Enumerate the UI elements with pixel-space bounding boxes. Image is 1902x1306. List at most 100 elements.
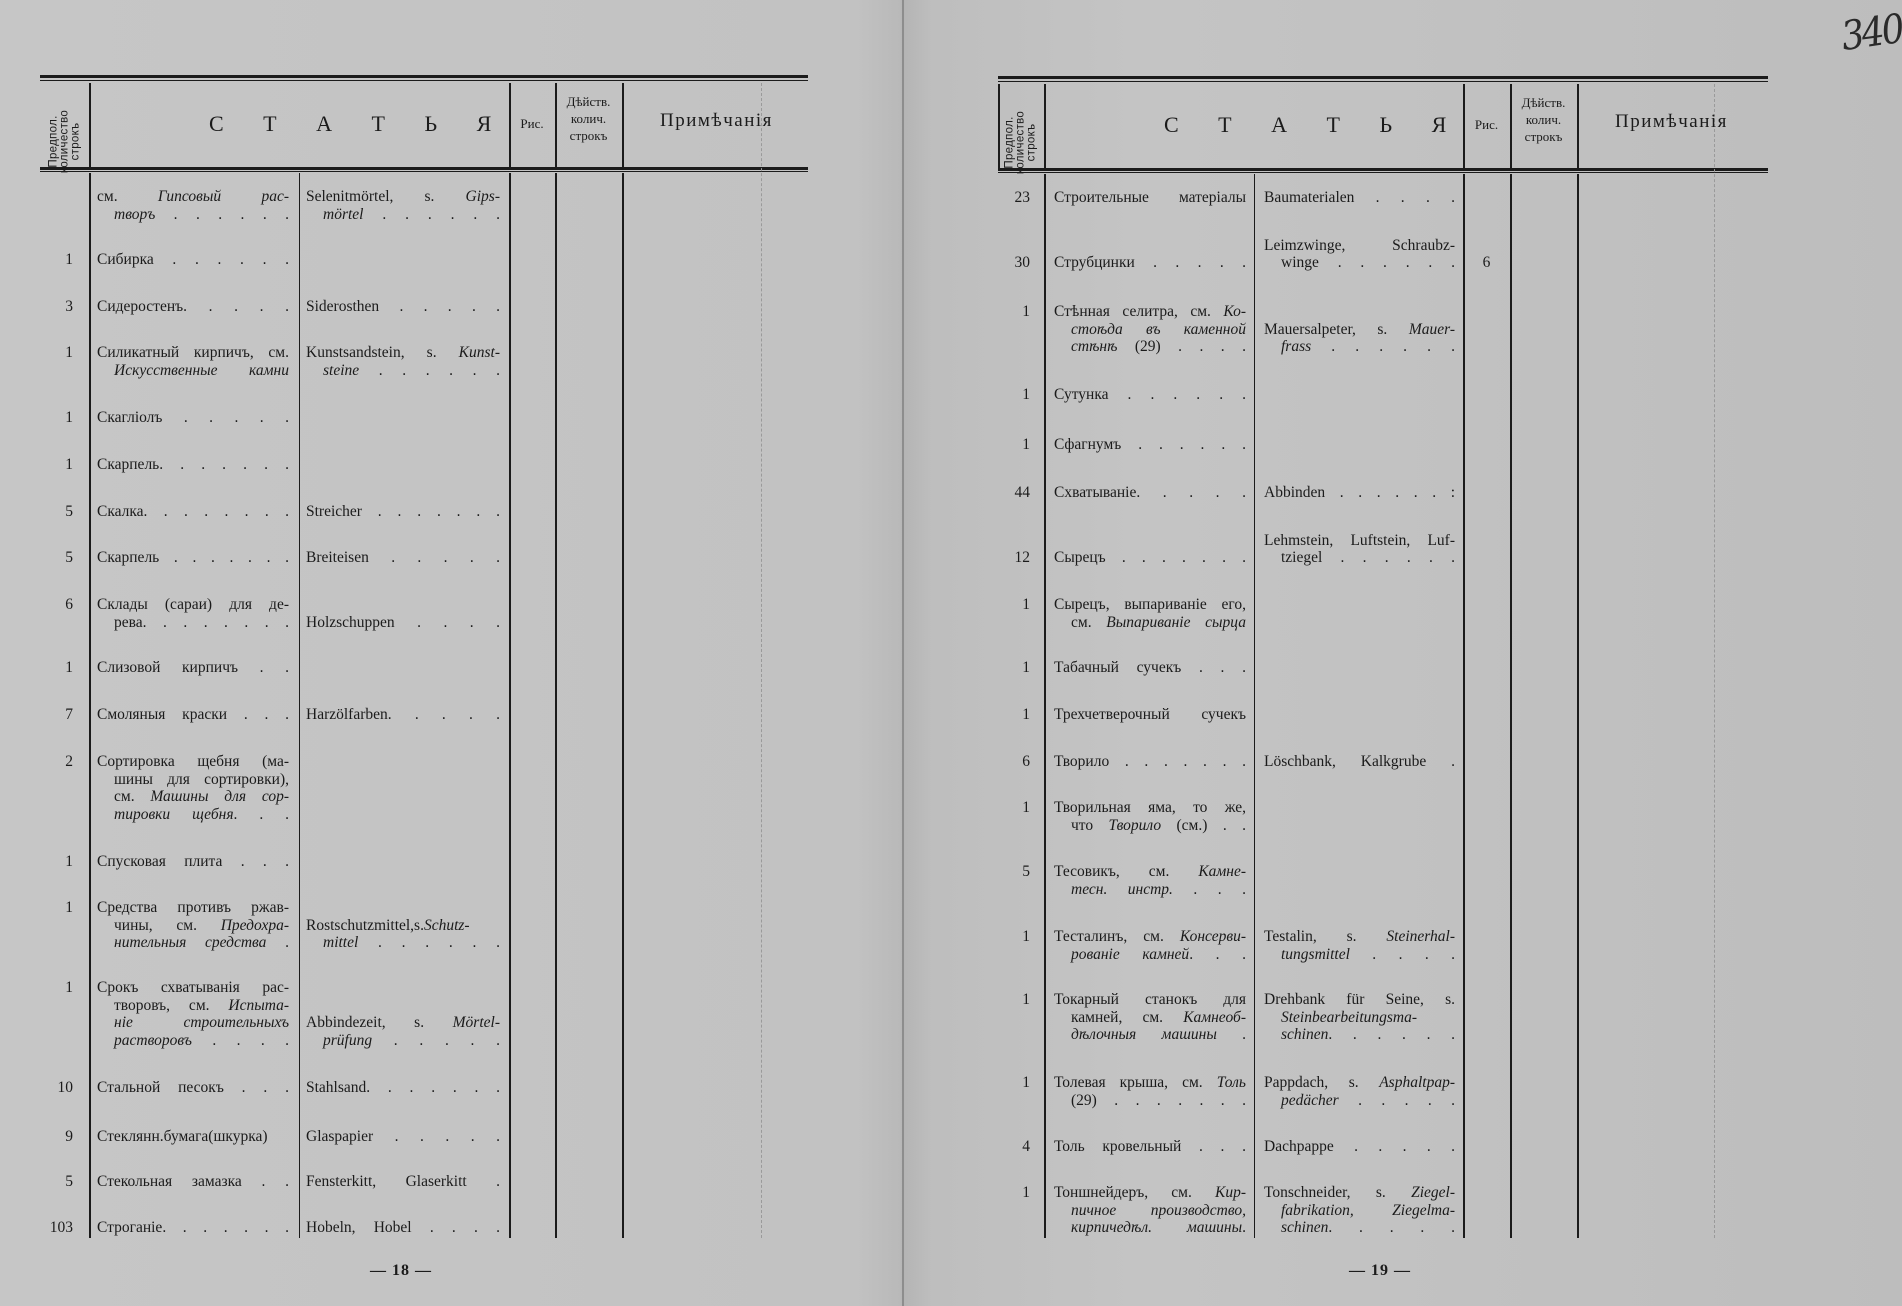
text-line: Hobeln, Hobel . . . . bbox=[306, 1219, 500, 1237]
entry-text: Hobeln, Hobel . . . . bbox=[306, 1219, 500, 1236]
entry-text: что bbox=[1071, 816, 1109, 834]
entry-text: . . . . . bbox=[1328, 1219, 1455, 1236]
russian-term: Сырецъ . . . . . . . bbox=[1054, 549, 1246, 567]
table-row: 44 Схватываніе. . . . . Abbinden . . . . .… bbox=[904, 484, 1902, 501]
text-line: Тесталинъ, см. Консерви- bbox=[1054, 928, 1246, 946]
estimated-line-count: 1 bbox=[65, 456, 73, 473]
text-line: стѣнѣ (29) . . . . bbox=[1071, 338, 1246, 356]
entry-text: Lehmstein, Luftstein, Luf- bbox=[1264, 531, 1455, 549]
russian-term: Слизовой кирпичъ . . bbox=[97, 659, 289, 677]
entry-text: см. bbox=[114, 788, 151, 805]
entry-text: Творило . . . . . . . bbox=[1054, 753, 1246, 770]
top-rule-thin bbox=[40, 80, 808, 81]
table-row: 1 Толевая крыша, см. Толь (29) . . . . . .… bbox=[904, 1074, 1902, 1109]
entry-text: Сырецъ, выпариваніе его, bbox=[1054, 596, 1246, 613]
russian-term: Срокъ схватыванія рас-творовъ, см. Испыт… bbox=[97, 979, 289, 1049]
entry-text: Streicher . . . . . . . bbox=[306, 503, 500, 520]
notes-column-divider bbox=[1577, 174, 1579, 1238]
german-term: Baumaterialen . . . . bbox=[1264, 189, 1455, 207]
german-term: Dachpappe . . . . . bbox=[1264, 1138, 1455, 1156]
table-row: 12 Сырецъ . . . . . . . Lehmstein, Luftste… bbox=[904, 532, 1902, 567]
cross-reference-text: Steinerhal- bbox=[1386, 928, 1455, 945]
text-line: что Творило (см.) . . bbox=[1071, 817, 1246, 835]
table-row: 1 Творильная яма, то же, что Творило (см.)… bbox=[904, 799, 1902, 834]
text-line: Harzölfarben. . . . . bbox=[306, 706, 500, 724]
entry-text: Testalin, s. bbox=[1264, 928, 1387, 945]
text-line: (29) . . . . . . . bbox=[1071, 1092, 1246, 1110]
entry-text: Tonschneider, s. bbox=[1264, 1184, 1412, 1201]
russian-term: Схватываніе. . . . . bbox=[1054, 484, 1246, 502]
table-row: 1 Стѣнная селитра, см. Ко-стоѣда въ камен… bbox=[904, 303, 1902, 355]
header-estimated-line-count: Предпол. количество строкъ bbox=[1004, 93, 1038, 193]
header-article: С Т А Т Ь Я bbox=[1164, 112, 1464, 137]
text-line: Силикатный кирпичъ, см. bbox=[97, 344, 289, 362]
russian-term: Стѣнная селитра, см. Ко-стоѣда въ каменн… bbox=[1054, 303, 1246, 356]
entry-text: . . . . . bbox=[1338, 1091, 1455, 1109]
table-row: 1 Сибирка . . . . . . bbox=[0, 251, 902, 268]
estimated-line-count: 1 bbox=[65, 344, 73, 361]
text-line: tungsmittel . . . . bbox=[1281, 946, 1455, 964]
cross-reference-text: steine bbox=[323, 361, 360, 379]
estimated-line-count: 103 bbox=[49, 1219, 73, 1236]
text-line: Тесовикъ, см. Камне- bbox=[1054, 863, 1246, 881]
header-line: количество bbox=[58, 109, 70, 174]
estimated-line-count: 1 bbox=[1022, 659, 1030, 676]
estimated-line-count: 1 bbox=[65, 853, 73, 870]
entry-text: Стекольная замазка . . bbox=[97, 1173, 289, 1190]
german-term: Pappdach, s. Asphaltpap-pedächer . . . .… bbox=[1264, 1074, 1455, 1109]
russian-term: Стеклянн.бумага(шкурка) bbox=[97, 1128, 289, 1146]
russian-term: Строительные матеріалы bbox=[1054, 189, 1246, 207]
cross-reference-text: fabrikation, Ziegelma- bbox=[1281, 1201, 1455, 1219]
cross-reference-text: стѣнѣ bbox=[1071, 338, 1118, 355]
russian-term: Струбцинки . . . . . bbox=[1054, 254, 1246, 272]
header-figure: Рис. bbox=[520, 116, 544, 131]
entry-text: (см.) . . bbox=[1161, 816, 1246, 834]
table-row: 1 Тесталинъ, см. Консерви-рованіе камней.… bbox=[904, 928, 1902, 963]
text-line: Склады (сараи) для де- bbox=[97, 596, 289, 614]
entry-text: tziegel . . . . . . bbox=[1281, 549, 1455, 566]
text-line: Строганіе. . . . . . . bbox=[97, 1219, 289, 1237]
german-term: Leimzwinge, Schraubz-winge . . . . . . bbox=[1264, 237, 1455, 272]
text-line: schinen. . . . . . bbox=[1281, 1026, 1455, 1044]
entry-text: Тоншнейдеръ, см. bbox=[1054, 1184, 1216, 1201]
text-line: стоѣда въ каменной bbox=[1071, 321, 1246, 339]
cross-reference-text: Испыта- bbox=[228, 996, 289, 1014]
entry-text: (29) . . . . bbox=[1117, 338, 1246, 355]
cross-reference-text: кирпичедѣл. машины bbox=[1071, 1219, 1243, 1236]
table-row: 2 Сортировка щебня (ма-шины для сортировк… bbox=[0, 753, 902, 823]
page-19: Предпол. количество строкъ С Т А Т Ь Я Рис. Д… bbox=[904, 0, 1902, 1306]
text-line: Fensterkitt, Glaserkitt . bbox=[306, 1173, 500, 1191]
text-line: Сидеростенъ. . . . . bbox=[97, 298, 289, 316]
table-row: 1 Сырецъ, выпариваніе его, см. Выпариваніе… bbox=[904, 596, 1902, 631]
entry-text: Mauersalpeter, s. bbox=[1264, 320, 1409, 338]
header-line: колич. bbox=[1525, 112, 1562, 127]
table-row: 1 Сутунка . . . . . . bbox=[904, 386, 1902, 403]
notes-column-divider bbox=[622, 83, 624, 167]
russian-term: Тесталинъ, см. Консерви-рованіе камней. … bbox=[1054, 928, 1246, 963]
estimated-line-count: 1 bbox=[65, 979, 73, 996]
header-line: колич. bbox=[570, 111, 607, 126]
german-term: Rostschutzmittel,s.Schutz-mittel . . . .… bbox=[306, 917, 500, 952]
cross-reference-text: Steinbearbeitungsma- bbox=[1281, 1008, 1418, 1026]
entry-text: Abbindezeit, s. bbox=[306, 1014, 453, 1031]
entry-text: Толевая крыша, см. bbox=[1054, 1074, 1217, 1091]
header-line: строкъ bbox=[69, 122, 81, 161]
text-line: ніе строительныхъ bbox=[114, 1014, 289, 1032]
actual-count-column-divider bbox=[555, 83, 557, 167]
text-line: тесн. инстр. . . . bbox=[1071, 881, 1246, 899]
german-term: Abbinden . . . . . . : bbox=[1264, 484, 1455, 502]
table-row: 103 Строганіе. . . . . . . Hobeln, Hobel .… bbox=[0, 1219, 902, 1236]
russian-term: Скарпель . . . . . . . bbox=[97, 549, 289, 567]
cross-reference-text: Творило bbox=[1108, 816, 1162, 834]
text-line: Толь кровельный . . . bbox=[1054, 1138, 1246, 1156]
estimated-line-count: 30 bbox=[1014, 254, 1031, 271]
entry-text: . bbox=[1216, 1026, 1247, 1043]
estimated-line-count: 23 bbox=[1014, 189, 1031, 206]
text-line: Искусственные камни bbox=[114, 362, 289, 380]
entry-text: Трехчетверочный сучекъ bbox=[1054, 706, 1246, 723]
estimated-line-count: 5 bbox=[1022, 863, 1030, 880]
table-row: 30 Струбцинки . . . . . Leimzwinge, Schrau… bbox=[904, 237, 1902, 272]
german-term: Lehmstein, Luftstein, Luf-tziegel . . . … bbox=[1264, 532, 1455, 567]
entry-text: Holzschuppen . . . . bbox=[306, 613, 500, 631]
table-row: 1 Силикатный кирпичъ, см. Искусственные ка… bbox=[0, 344, 902, 379]
